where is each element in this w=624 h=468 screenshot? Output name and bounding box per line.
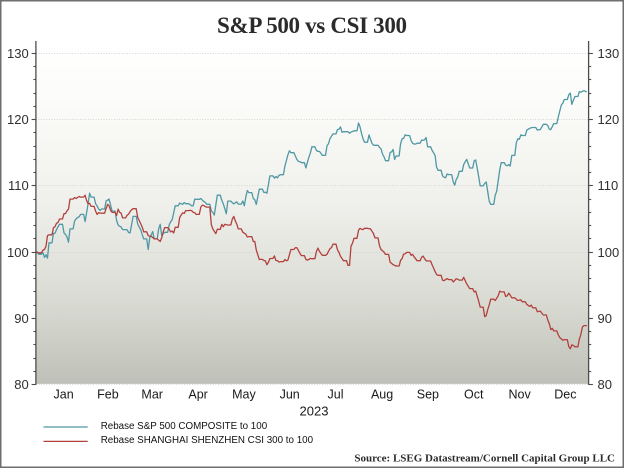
svg-text:Mar: Mar <box>141 388 163 402</box>
svg-text:100: 100 <box>7 245 29 260</box>
svg-text:100: 100 <box>598 245 620 260</box>
svg-text:Jul: Jul <box>328 388 344 402</box>
svg-text:130: 130 <box>598 46 620 61</box>
svg-text:Jan: Jan <box>54 388 74 402</box>
svg-text:Rebase S&P 500 COMPOSITE to 10: Rebase S&P 500 COMPOSITE to 100 <box>101 421 268 432</box>
svg-text:80: 80 <box>14 377 28 392</box>
svg-text:Aug: Aug <box>371 388 393 402</box>
svg-text:120: 120 <box>7 112 29 127</box>
svg-text:Dec: Dec <box>554 388 576 402</box>
svg-text:S&P 500 vs CSI 300: S&P 500 vs CSI 300 <box>217 13 407 38</box>
svg-text:130: 130 <box>7 46 29 61</box>
svg-text:Oct: Oct <box>464 388 484 402</box>
svg-text:Sep: Sep <box>417 388 439 402</box>
svg-text:Feb: Feb <box>97 388 119 402</box>
svg-text:Source: LSEG Datastream/Cornel: Source: LSEG Datastream/Cornell Capital … <box>354 452 615 464</box>
svg-text:80: 80 <box>598 377 612 392</box>
svg-text:Nov: Nov <box>508 388 531 402</box>
svg-text:Jun: Jun <box>280 388 300 402</box>
svg-text:110: 110 <box>598 178 619 193</box>
svg-text:120: 120 <box>598 112 620 127</box>
svg-text:May: May <box>232 388 256 402</box>
svg-text:Apr: Apr <box>188 388 207 402</box>
svg-text:90: 90 <box>14 311 28 326</box>
svg-text:Rebase SHANGHAI SHENZHEN CSI 3: Rebase SHANGHAI SHENZHEN CSI 300 to 100 <box>101 435 314 446</box>
svg-text:2023: 2023 <box>300 404 329 419</box>
svg-text:90: 90 <box>598 311 612 326</box>
svg-text:110: 110 <box>8 178 29 193</box>
